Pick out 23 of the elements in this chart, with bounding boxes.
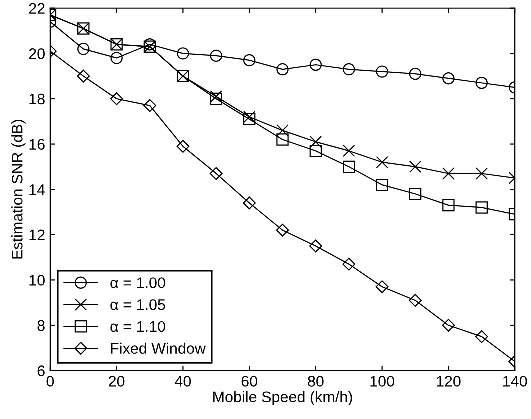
x-tick-label: 40 <box>175 376 192 387</box>
x-axis-title: Mobile Speed (km/h) <box>214 391 352 406</box>
y-tick-label: 16 <box>30 139 45 150</box>
y-tick-label: 14 <box>30 184 46 196</box>
legend-label: α = 1.05 <box>110 299 166 310</box>
y-tick-label: 22 <box>29 3 45 14</box>
x-tick-label: 60 <box>242 376 258 387</box>
x-tick-label: 140 <box>503 376 528 387</box>
legend-label: Fixed Window <box>111 342 206 354</box>
y-tick-label: 6 <box>38 366 45 376</box>
y-tick-label: 8 <box>38 320 45 332</box>
x-tick-label: 20 <box>109 376 125 387</box>
y-tick-label: 20 <box>29 48 45 60</box>
x-tick-label: 120 <box>437 376 461 387</box>
y-tick-label: 18 <box>30 94 45 105</box>
legend-label: α = 1.00 <box>110 278 166 288</box>
y-axis-title: Estimation SNR (dB) <box>12 120 26 259</box>
x-tick-label: 0 <box>46 376 54 387</box>
legend-label: α = 1.10 <box>110 321 166 332</box>
x-tick-label: 80 <box>308 376 324 387</box>
x-tick-label: 100 <box>370 376 394 387</box>
y-tick-label: 10 <box>30 275 45 286</box>
y-tick-label: 12 <box>30 230 45 240</box>
